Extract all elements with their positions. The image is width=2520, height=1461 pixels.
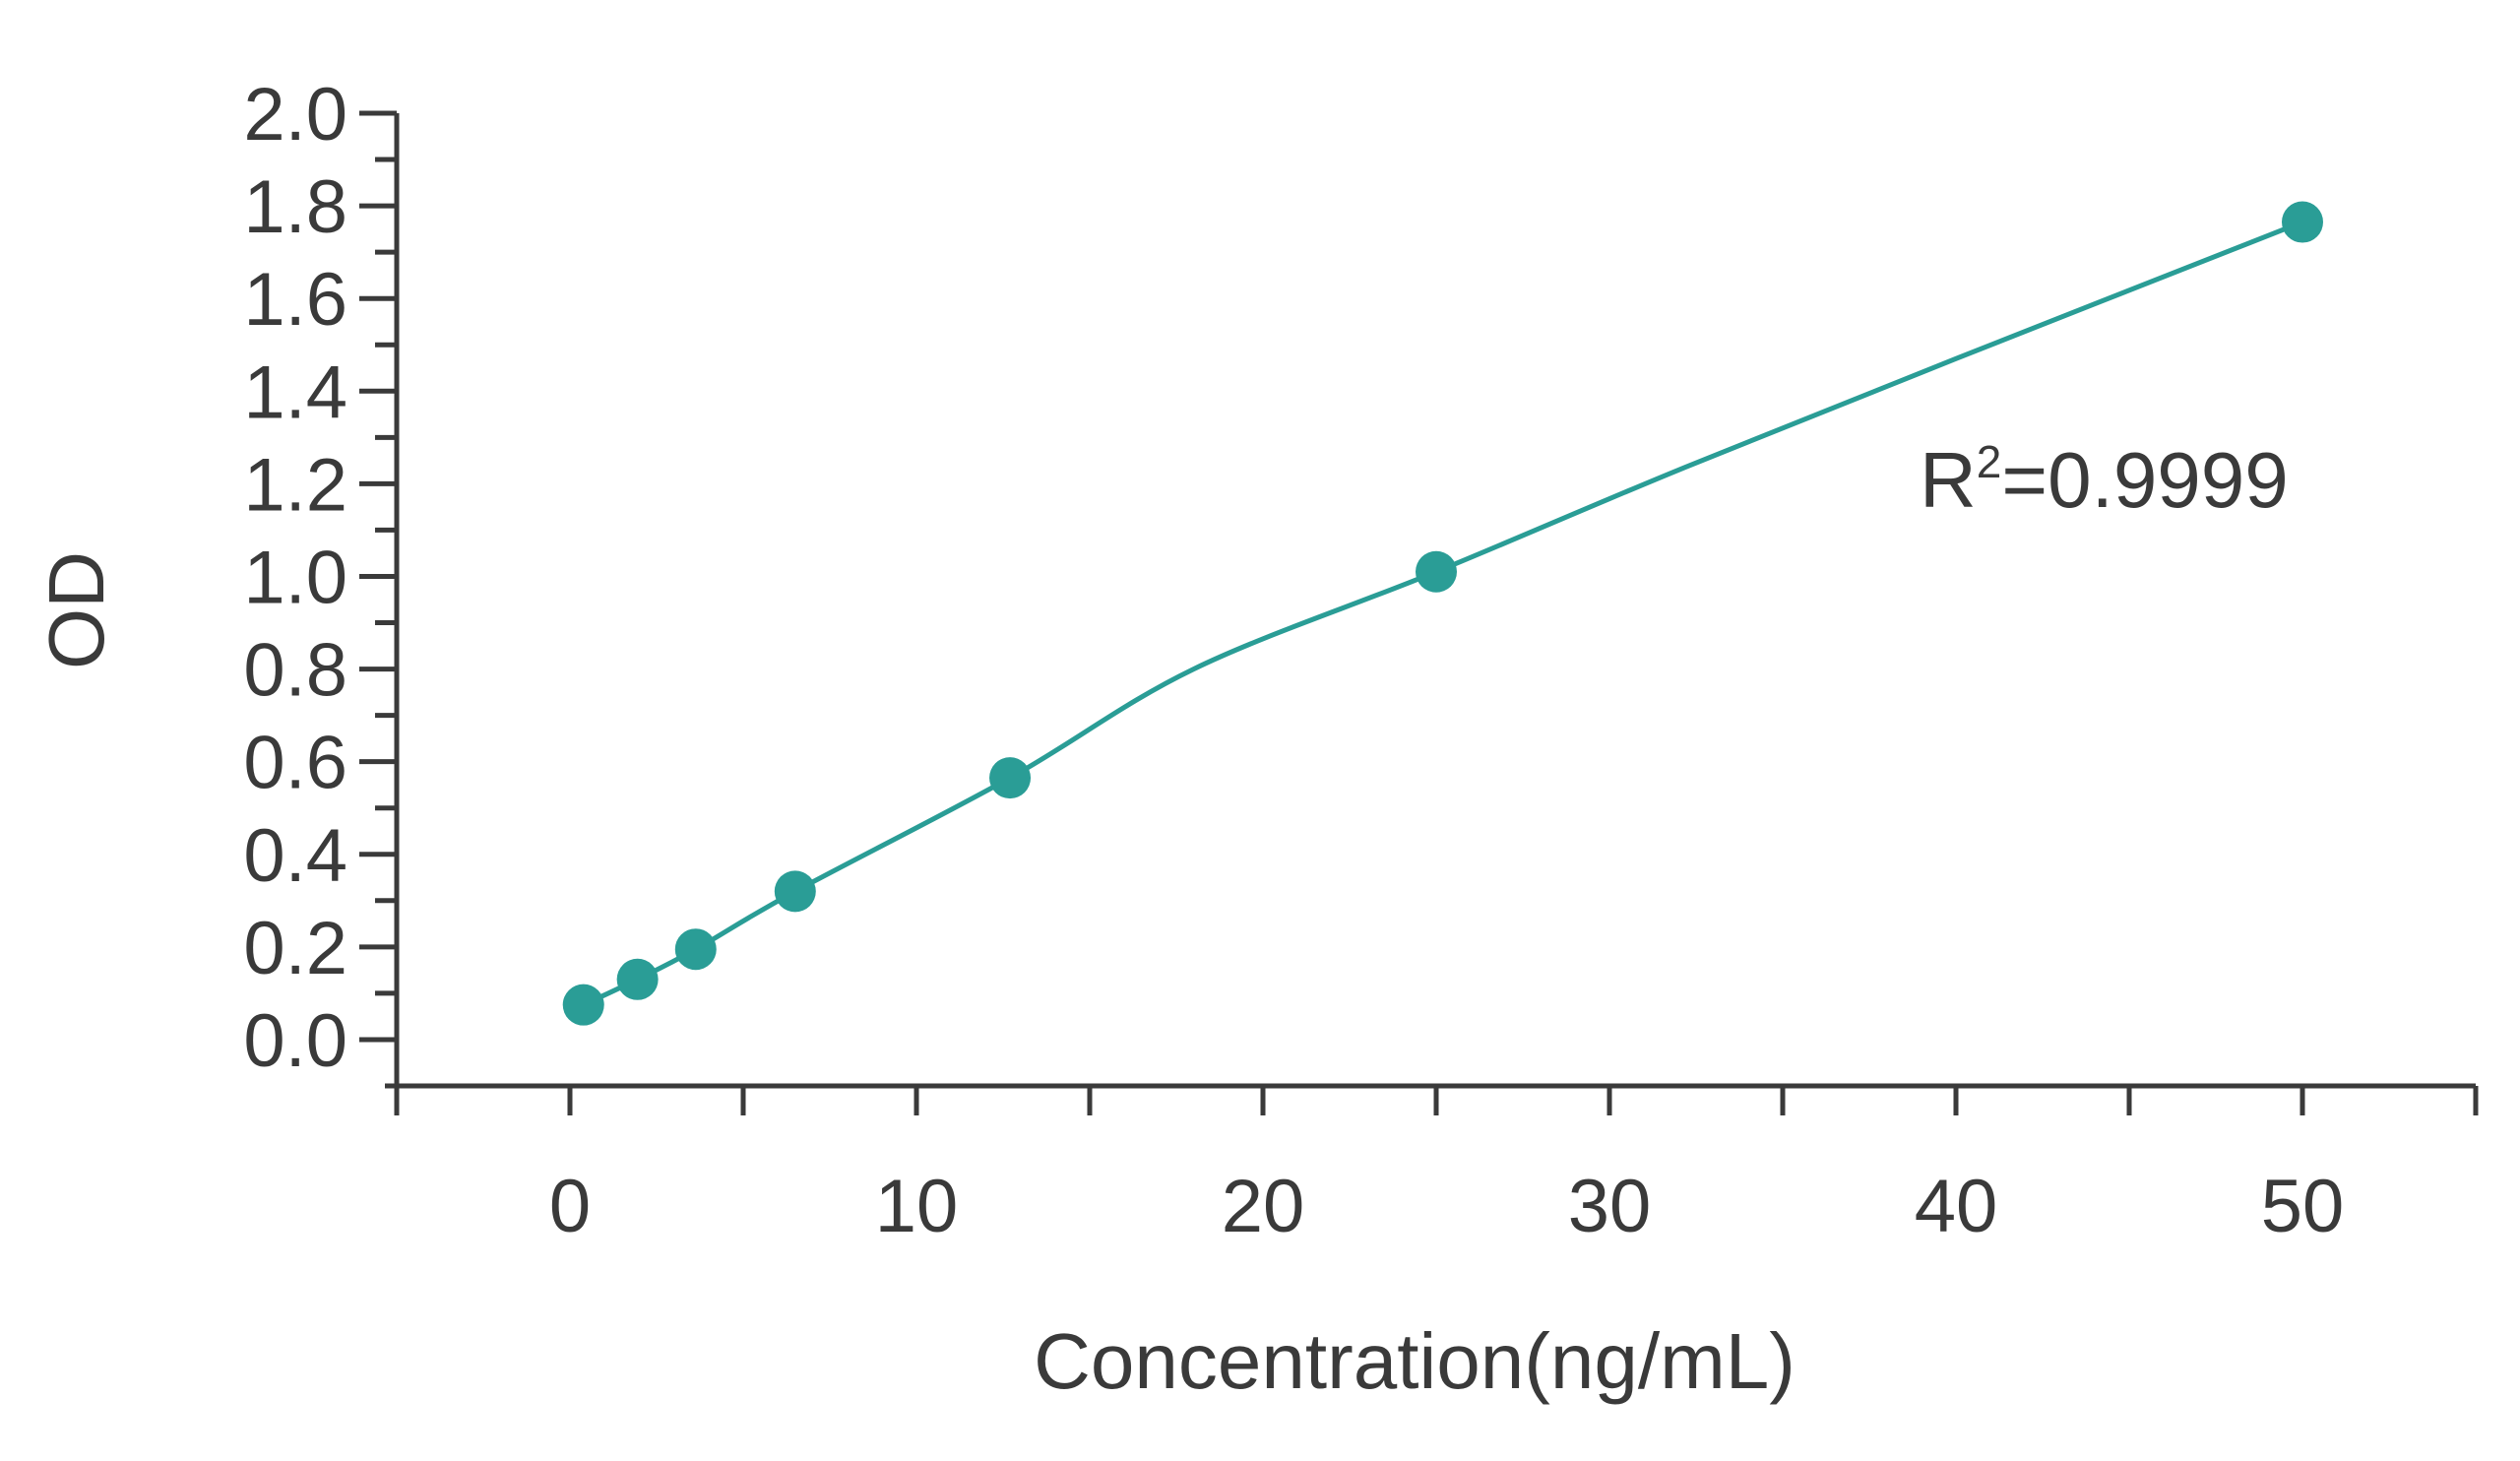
- y-tick-label: 0.8: [243, 629, 347, 713]
- y-tick-label: 2.0: [243, 73, 347, 157]
- x-tick-label: 50: [2261, 1165, 2345, 1248]
- r-squared-annotation: R2=0.9999: [1920, 436, 2289, 524]
- y-tick-label: 1.6: [243, 258, 347, 342]
- fit-curve-line: [582, 220, 2303, 1007]
- data-point: [989, 757, 1032, 799]
- y-tick-label: 0.4: [243, 814, 347, 898]
- r-squared-value: =0.9999: [2001, 436, 2288, 524]
- y-tick-label: 0.6: [243, 722, 347, 805]
- data-point: [1416, 550, 1457, 593]
- x-axis-title: Concentration(ng/mL): [1034, 1317, 1796, 1405]
- y-tick-label: 1.0: [243, 536, 347, 619]
- data-point: [674, 928, 717, 971]
- x-tick-label: 10: [875, 1165, 959, 1248]
- y-tick-label: 0.0: [243, 999, 347, 1083]
- axes: 0.0 0.2 0.4 0.6 0.8 1.0 1.2 1.41.6 1.82.0 0 10 20 30…: [243, 73, 2479, 1248]
- y-tick-label: 1.4: [243, 350, 347, 434]
- x-tick-label: 20: [1222, 1165, 1305, 1248]
- data-point: [616, 958, 659, 1000]
- y-axis-title: OD: [32, 551, 120, 669]
- x-tick-label: 30: [1568, 1165, 1652, 1248]
- x-tick-label: 40: [1915, 1165, 1998, 1248]
- y-tick-label: 0.2: [243, 907, 347, 990]
- x-tick-label: 0: [549, 1165, 591, 1248]
- fit-curve-layer: [582, 220, 2303, 1007]
- r-squared-superscript: 2: [1977, 436, 2002, 487]
- r-squared-base: R: [1920, 436, 1977, 524]
- data-point: [774, 870, 816, 913]
- data-point: [2282, 201, 2323, 243]
- data-points-layer: [562, 201, 2323, 1026]
- y-tick-label: 1.8: [243, 165, 347, 249]
- data-point: [562, 984, 604, 1026]
- y-tick-label: 1.2: [243, 443, 347, 527]
